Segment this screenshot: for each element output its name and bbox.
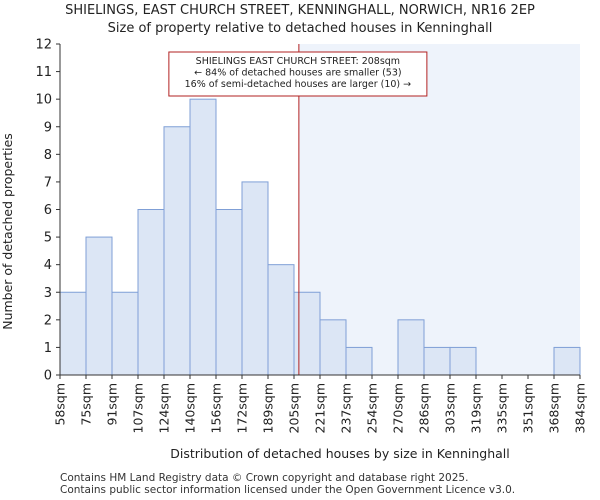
- x-tick-label-16: 319sqm: [469, 383, 484, 433]
- x-tick-label-18: 351sqm: [521, 383, 536, 433]
- x-tick-label-7: 172sqm: [235, 383, 250, 433]
- histogram-bar-7: [241, 181, 269, 376]
- histogram-bar-4: [163, 126, 191, 376]
- y-tick-label-1: 1: [44, 341, 52, 356]
- histogram-bar-8: [267, 264, 295, 376]
- y-tick-label-10: 10: [35, 93, 52, 108]
- histogram-bar-2: [111, 291, 139, 376]
- x-tick-label-13: 270sqm: [391, 383, 406, 433]
- histogram-bar-13: [397, 319, 425, 376]
- histogram-bar-0: [59, 291, 87, 376]
- x-tick-label-10: 221sqm: [313, 383, 328, 433]
- chart-title: SHIELINGS, EAST CHURCH STREET, KENNINGHA…: [65, 3, 535, 18]
- x-tick-label-1: 75sqm: [79, 383, 94, 426]
- attribution-line-1: Contains HM Land Registry data © Crown c…: [60, 472, 469, 484]
- histogram-bar-5: [189, 98, 217, 376]
- attribution-line-2: Contains public sector information licen…: [60, 484, 516, 496]
- histogram-bar-11: [345, 346, 373, 376]
- y-tick-label-6: 6: [44, 203, 52, 218]
- y-tick-label-0: 0: [44, 369, 52, 384]
- x-tick-label-0: 58sqm: [53, 383, 68, 426]
- chart-subtitle: Size of property relative to detached ho…: [107, 21, 493, 36]
- y-tick-label-12: 12: [35, 38, 52, 53]
- x-tick-label-9: 205sqm: [287, 383, 302, 433]
- x-tick-label-17: 335sqm: [495, 383, 510, 433]
- x-tick-label-19: 368sqm: [547, 383, 562, 433]
- x-tick-label-15: 303sqm: [443, 383, 458, 433]
- x-tick-label-6: 156sqm: [209, 383, 224, 433]
- histogram-bar-1: [85, 236, 113, 376]
- histogram-bar-9: [293, 291, 321, 376]
- histogram-bar-6: [215, 209, 243, 376]
- annotation-line-1: SHIELINGS EAST CHURCH STREET: 208sqm: [196, 56, 400, 67]
- histogram-bar-19: [553, 346, 581, 376]
- x-tick-label-12: 254sqm: [365, 383, 380, 433]
- x-tick-label-4: 124sqm: [157, 383, 172, 433]
- x-tick-label-5: 140sqm: [183, 383, 198, 433]
- x-tick-label-11: 237sqm: [339, 383, 354, 433]
- x-tick-label-3: 107sqm: [131, 383, 146, 433]
- chart-title-block: SHIELINGS, EAST CHURCH STREET, KENNINGHA…: [0, 2, 600, 38]
- y-tick-label-11: 11: [35, 65, 52, 80]
- attribution-footer: Contains HM Land Registry data © Crown c…: [60, 472, 515, 496]
- y-tick-label-4: 4: [44, 258, 52, 273]
- y-tick-label-7: 7: [44, 175, 52, 190]
- x-tick-label-20: 384sqm: [573, 383, 588, 433]
- y-tick-label-8: 8: [44, 148, 52, 163]
- x-axis-label: Distribution of detached houses by size …: [170, 446, 510, 461]
- histogram-bar-15: [449, 346, 477, 376]
- histogram-bar-14: [423, 346, 451, 376]
- y-tick-label-2: 2: [44, 313, 52, 328]
- x-tick-label-2: 91sqm: [105, 383, 120, 426]
- histogram-bar-3: [137, 209, 165, 376]
- y-tick-label-5: 5: [44, 231, 52, 246]
- annotation-line-3: 16% of semi-detached houses are larger (…: [185, 79, 412, 90]
- y-axis-label: Number of detached properties: [0, 133, 15, 330]
- x-tick-label-8: 189sqm: [261, 383, 276, 433]
- annotation-box: [168, 51, 428, 97]
- x-tick-label-14: 286sqm: [417, 383, 432, 433]
- annotation-line-2: ← 84% of detached houses are smaller (53…: [194, 68, 401, 79]
- histogram-bar-10: [319, 319, 347, 376]
- y-tick-label-9: 9: [44, 120, 52, 135]
- y-tick-label-3: 3: [44, 286, 52, 301]
